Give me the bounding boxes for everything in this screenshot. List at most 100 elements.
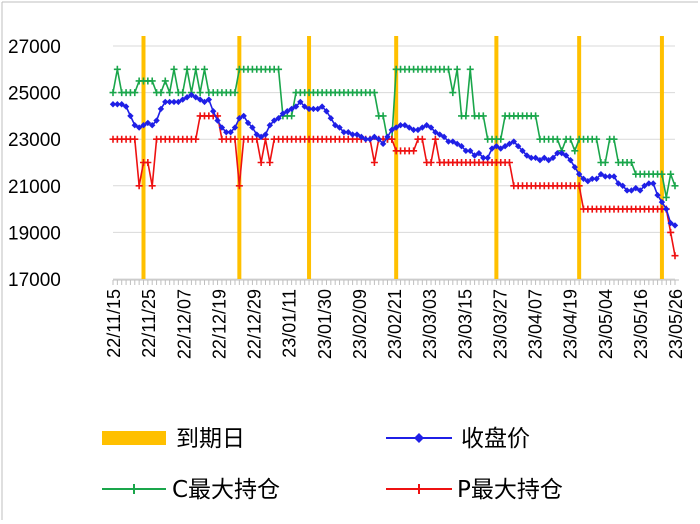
- data-point: [505, 159, 513, 166]
- x-tick-label: 23/05/26: [666, 289, 686, 359]
- data-point: [458, 142, 465, 150]
- data-point: [536, 156, 544, 164]
- x-tick-label: 23/05/04: [596, 289, 616, 359]
- data-point: [566, 135, 574, 143]
- data-point: [645, 180, 653, 187]
- data-point: [466, 65, 474, 73]
- data-point: [362, 136, 369, 143]
- data-point: [636, 187, 644, 194]
- data-point: [671, 222, 679, 229]
- data-point: [122, 103, 130, 110]
- data-point: [240, 112, 247, 120]
- x-axis-labels: 22/11/15 22/11/25 22/12/07 22/12/19 22/1…: [104, 289, 686, 359]
- data-point: [170, 98, 178, 106]
- data-point: [663, 205, 670, 213]
- data-point: [671, 252, 679, 260]
- data-point: [480, 154, 487, 162]
- data-point: [162, 98, 169, 106]
- data-point: [131, 135, 139, 143]
- data-point: [148, 77, 156, 85]
- data-point: [671, 182, 679, 190]
- data-point: [266, 122, 274, 129]
- data-point: [493, 142, 500, 150]
- data-point: [532, 112, 540, 120]
- data-point: [205, 96, 213, 103]
- legend: 到期日 收盘价 C最大持仓 P最大持仓: [102, 426, 563, 503]
- data-point: [135, 124, 143, 131]
- y-tick-label: 23000: [8, 130, 61, 151]
- data-point: [419, 124, 426, 131]
- data-point: [453, 140, 461, 148]
- data-point: [262, 131, 269, 138]
- data-point: [375, 136, 382, 143]
- data-point: [432, 129, 439, 136]
- x-tick-label: 22/12/29: [245, 289, 265, 359]
- data-point: [601, 159, 609, 166]
- expiry-bar: [307, 36, 312, 279]
- data-point: [144, 159, 152, 166]
- data-point: [340, 129, 348, 136]
- data-point: [602, 173, 609, 180]
- data-point: [118, 101, 125, 108]
- data-point: [549, 154, 557, 162]
- data-point: [423, 122, 430, 129]
- data-point: [449, 138, 457, 145]
- x-tick-label: 23/03/03: [420, 289, 440, 359]
- data-point: [235, 182, 243, 190]
- data-point: [632, 184, 639, 192]
- data-point: [440, 133, 448, 141]
- y-tick-label: 17000: [8, 270, 61, 291]
- expiry-bars: [141, 36, 664, 279]
- data-point: [641, 182, 648, 189]
- data-point: [253, 131, 260, 138]
- legend-swatch-p-max: [386, 484, 452, 494]
- data-point: [615, 180, 622, 187]
- data-point: [157, 105, 165, 113]
- x-tick-label: 23/03/27: [490, 289, 510, 359]
- data-point: [627, 159, 635, 166]
- data-point: [200, 65, 208, 73]
- data-point: [444, 65, 452, 73]
- expiry-bar: [577, 36, 582, 279]
- x-tick-label: 23/01/11: [280, 289, 300, 358]
- x-tick-label: 23/02/09: [350, 289, 370, 359]
- data-point: [201, 98, 208, 106]
- expiry-bar: [237, 36, 242, 279]
- legend-label-c-max: C最大持仓: [172, 477, 280, 503]
- data-point: [597, 170, 605, 178]
- data-point: [662, 193, 670, 201]
- legend-swatch-c-max: [102, 484, 166, 494]
- series-markers-close: [109, 91, 679, 229]
- data-point: [144, 119, 152, 127]
- data-point: [192, 135, 200, 143]
- data-point: [580, 175, 587, 183]
- data-point: [567, 156, 574, 164]
- legend-label-expiry: 到期日: [176, 426, 245, 452]
- data-point: [410, 126, 417, 134]
- expiry-bar: [494, 36, 499, 279]
- data-point: [288, 112, 296, 120]
- data-point: [183, 94, 191, 101]
- data-point: [519, 147, 526, 155]
- data-point: [223, 129, 230, 136]
- data-point: [488, 145, 496, 152]
- x-tick-label: 22/12/19: [209, 289, 229, 359]
- data-point: [323, 108, 330, 115]
- data-point: [667, 170, 675, 178]
- data-point: [379, 140, 387, 148]
- data-point: [479, 112, 487, 120]
- data-point: [166, 98, 173, 106]
- data-point: [658, 170, 666, 178]
- data-point: [179, 89, 187, 97]
- data-point: [270, 117, 278, 124]
- data-point: [231, 89, 239, 97]
- data-point: [288, 105, 295, 113]
- series-line-close: [113, 94, 676, 227]
- data-point: [131, 89, 139, 97]
- x-tick-label: 22/12/07: [174, 289, 194, 359]
- y-tick-label: 19000: [8, 223, 61, 244]
- data-point: [131, 122, 138, 129]
- data-point: [571, 163, 578, 171]
- data-point: [584, 177, 592, 185]
- legend-swatch-close: [386, 433, 452, 443]
